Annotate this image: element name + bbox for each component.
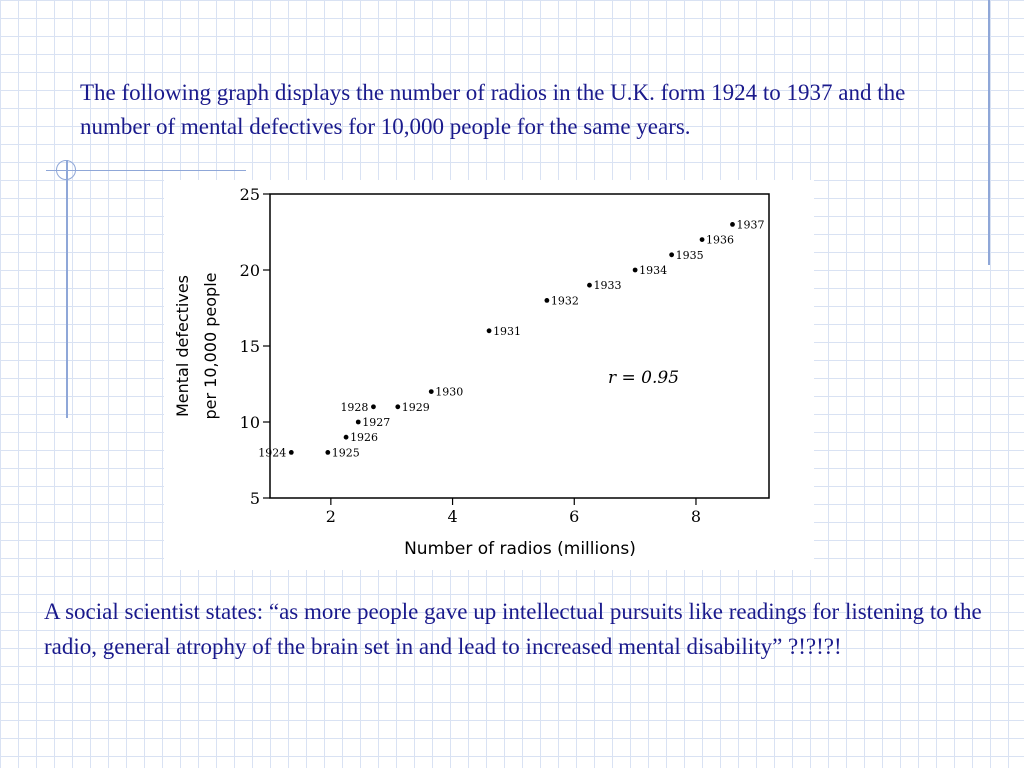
point-label: 1927 <box>362 416 390 429</box>
data-point <box>288 450 294 455</box>
y-tick-label: 5 <box>250 489 260 508</box>
correlation-annotation: r = 0.95 <box>608 368 679 388</box>
data-point <box>355 419 361 425</box>
y-tick-label: 15 <box>240 337 260 356</box>
x-axis-label: Number of radios (millions) <box>404 539 636 559</box>
data-point <box>587 282 592 288</box>
point-label: 1933 <box>593 279 621 292</box>
point-label: 1929 <box>402 401 430 414</box>
point-label: 1925 <box>332 446 360 459</box>
point-label: 1931 <box>493 325 521 338</box>
data-points: 1924 1925 1926 1927 1928 1929 1930 1931 1932 1933… <box>258 218 764 459</box>
data-point <box>428 389 434 394</box>
data-point <box>699 237 705 242</box>
decorative-right-line <box>988 0 990 265</box>
point-label: 1936 <box>706 234 734 247</box>
data-point <box>669 252 675 258</box>
point-label: 1924 <box>258 446 286 459</box>
decorative-horizontal-line <box>46 170 246 171</box>
point-label: 1930 <box>435 386 463 399</box>
y-axis-label-line-1: Mental defectives <box>173 275 192 417</box>
data-point <box>343 434 349 440</box>
y-tick-label: 25 <box>240 185 260 204</box>
data-point <box>371 404 376 410</box>
data-point <box>486 328 492 334</box>
y-axis-label: Mental defectives per 10,000 people <box>173 273 220 420</box>
x-tick-label: 2 <box>326 507 336 526</box>
y-axis-label-line-2: per 10,000 people <box>201 273 220 420</box>
y-tick-label: 10 <box>240 413 260 432</box>
y-tick-label: 20 <box>240 261 260 280</box>
point-label: 1937 <box>736 218 764 231</box>
decorative-vertical-line <box>66 160 68 418</box>
point-label: 1928 <box>340 401 368 414</box>
x-axis-ticks: 2 4 6 8 <box>326 498 701 526</box>
conclusion-text: A social scientist states: “as more peop… <box>44 599 982 659</box>
point-label: 1935 <box>676 249 704 262</box>
decorative-ring <box>56 160 76 180</box>
point-label: 1926 <box>350 431 378 444</box>
point-label: 1934 <box>639 264 667 277</box>
x-tick-label: 4 <box>447 507 457 526</box>
data-point <box>395 404 401 410</box>
data-point <box>325 450 331 455</box>
point-label: 1932 <box>551 294 579 307</box>
y-axis-ticks: 5 10 15 20 25 <box>240 185 270 508</box>
data-point <box>730 222 735 227</box>
intro-text: The following graph displays the number … <box>80 80 906 139</box>
data-point <box>632 267 638 273</box>
x-tick-label: 8 <box>691 507 701 526</box>
x-tick-label: 6 <box>569 507 579 526</box>
data-point <box>544 298 550 303</box>
